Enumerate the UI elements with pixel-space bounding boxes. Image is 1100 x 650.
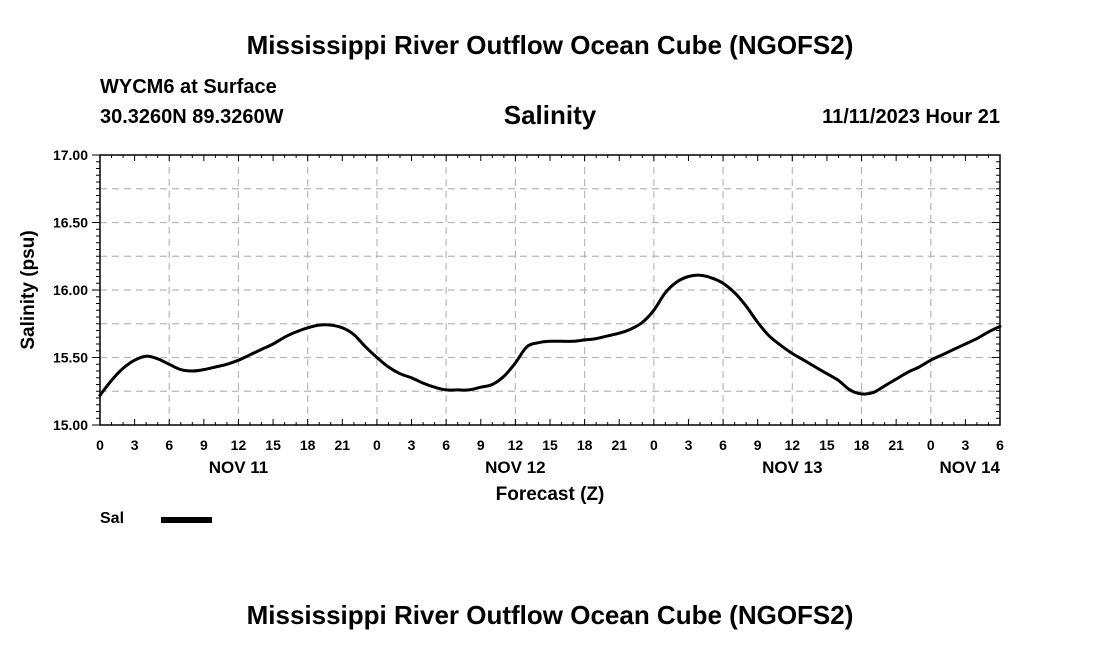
y-axis-title: Salinity (psu) [18, 230, 39, 349]
x-tick-label: 18 [854, 437, 870, 453]
x-tick-label: 9 [754, 437, 762, 453]
forecast-datetime: 11/11/2023 Hour 21 [822, 106, 1000, 128]
x-tick-label: 12 [508, 437, 524, 453]
legend-label: Sal [100, 510, 125, 527]
x-tick-label: 12 [231, 437, 247, 453]
chart-title: Salinity [503, 100, 597, 130]
station-coordinates: 30.3260N 89.3260W [100, 106, 284, 128]
x-tick-label: 18 [300, 437, 316, 453]
y-tick-label: 15.50 [53, 350, 88, 366]
x-tick-label: 0 [650, 437, 658, 453]
legend-swatch [161, 517, 212, 523]
y-tick-label: 17.00 [53, 147, 88, 163]
x-tick-label: 12 [785, 437, 801, 453]
x-tick-label: 6 [442, 437, 450, 453]
page-title: Mississippi River Outflow Ocean Cube (NG… [246, 30, 854, 60]
x-tick-label: 3 [961, 437, 969, 453]
x-tick-label: 3 [685, 437, 693, 453]
x-tick-label: 3 [131, 437, 139, 453]
x-day-label: NOV 12 [485, 458, 545, 477]
y-tick-label: 16.00 [53, 282, 88, 298]
x-tick-label: 15 [542, 437, 558, 453]
x-axis-title: Forecast (Z) [496, 484, 605, 505]
station-label: WYCM6 at Surface [100, 76, 277, 98]
x-tick-label: 15 [819, 437, 835, 453]
x-tick-label: 6 [996, 437, 1004, 453]
y-tick-label: 15.00 [53, 417, 88, 433]
x-tick-label: 9 [200, 437, 208, 453]
x-tick-label: 0 [96, 437, 104, 453]
x-tick-label: 18 [577, 437, 593, 453]
x-tick-label: 0 [373, 437, 381, 453]
x-tick-label: 21 [335, 437, 351, 453]
x-tick-label: 21 [611, 437, 627, 453]
x-tick-label: 21 [888, 437, 904, 453]
x-day-label: NOV 14 [940, 458, 1001, 477]
x-tick-label: 15 [265, 437, 281, 453]
x-day-label: NOV 11 [209, 458, 269, 477]
x-tick-label: 3 [408, 437, 416, 453]
y-tick-label: 16.50 [53, 215, 88, 231]
footer-title: Mississippi River Outflow Ocean Cube (NG… [246, 600, 854, 630]
x-tick-label: 6 [719, 437, 727, 453]
x-tick-label: 9 [477, 437, 485, 453]
x-tick-label: 6 [165, 437, 173, 453]
x-day-label: NOV 13 [762, 458, 822, 477]
series-line-sal [98, 273, 1002, 397]
x-tick-label: 0 [927, 437, 935, 453]
